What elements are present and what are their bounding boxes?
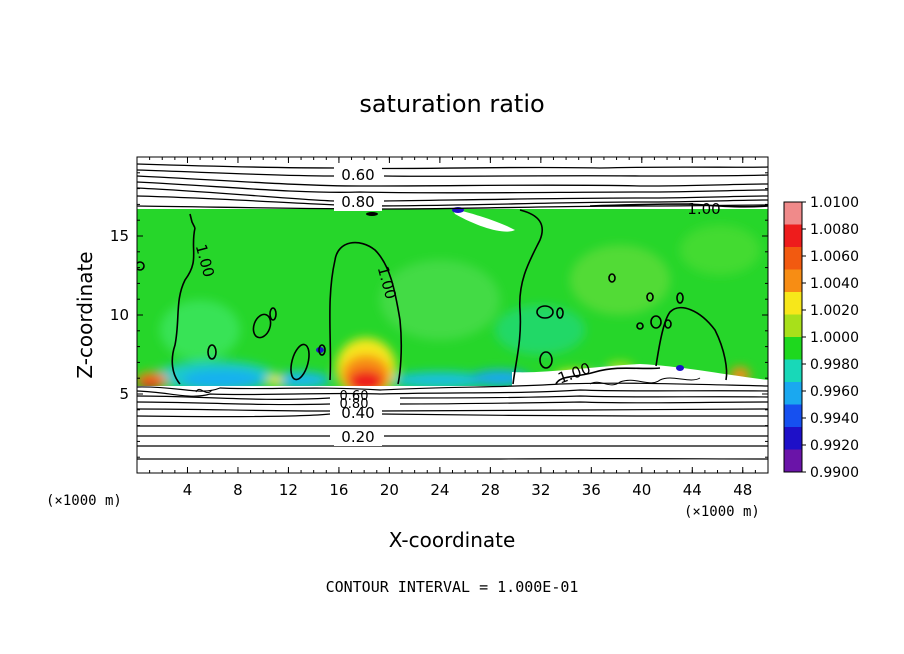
lower-contours — [137, 377, 768, 460]
colorbar-label: 1.0040 — [810, 276, 859, 292]
contour-label-040: 0.40 — [341, 404, 374, 422]
x-tick-label: 36 — [582, 481, 601, 499]
x-unit-left: (×1000 m) — [46, 493, 122, 509]
colorbar-label: 1.0020 — [810, 303, 859, 319]
x-tick-label: 24 — [430, 481, 449, 499]
colorbar-swatch — [784, 202, 802, 225]
y-tick-label: 15 — [110, 227, 129, 245]
colorbar-swatch — [784, 427, 802, 450]
colorbar-swatch — [784, 269, 802, 293]
chart-title: saturation ratio — [359, 90, 544, 118]
x-tick-label: 12 — [279, 481, 298, 499]
colorbar-swatch — [784, 247, 802, 270]
colorbar-swatch — [784, 337, 802, 360]
colorbar-label: 1.0000 — [810, 330, 859, 346]
x-tick-label: 4 — [183, 481, 193, 499]
colorbar-label: 1.0100 — [810, 195, 859, 211]
colorbar-swatch — [784, 292, 802, 315]
contour-label-060-top: 0.60 — [341, 166, 374, 184]
x-tick-label: 16 — [329, 481, 348, 499]
colorbar-label: 0.9960 — [810, 384, 859, 400]
x-axis-title: X-coordinate — [389, 528, 516, 552]
plot-field: 0.60 0.80 1.00 1.00 1.00 1.00 0.40 0.20 … — [137, 157, 768, 473]
colorbar-label: 0.9920 — [810, 438, 859, 454]
upper-contours — [137, 163, 768, 210]
contour-label-080-bottom: 0.80 — [340, 397, 369, 412]
contour-label-100-right: 1.00 — [687, 200, 720, 218]
y-tick-label: 10 — [110, 306, 129, 324]
contour-label-060-bottom: 0.60 — [340, 389, 369, 404]
y-tick-label: 5 — [119, 385, 129, 403]
x-axis: 4 8 12 16 20 24 28 32 36 40 44 48 — [149, 157, 756, 499]
contour-label-080-top: 0.80 — [341, 193, 374, 211]
x-tick-label: 28 — [481, 481, 500, 499]
x-unit-right: (×1000 m) — [684, 504, 760, 520]
colorbar-label: 1.0060 — [810, 249, 859, 265]
contour-label-020: 0.20 — [341, 428, 374, 446]
colorbar-swatch — [784, 404, 802, 428]
colorbar-swatch — [784, 449, 802, 473]
colorbar: 1.0100 1.0080 1.0060 1.0040 1.0020 1.0000 0.99… — [783, 195, 859, 481]
contour-interval-text: CONTOUR INTERVAL = 1.000E-01 — [326, 578, 579, 596]
colorbar-label: 0.9900 — [810, 465, 859, 481]
colorbar-label: 0.9940 — [810, 411, 859, 427]
x-tick-label: 48 — [733, 481, 752, 499]
colorbar-swatch — [784, 224, 802, 248]
y-axis-title: Z-coordinate — [73, 251, 97, 378]
x-tick-label: 40 — [632, 481, 651, 499]
saturation-contours — [137, 203, 768, 385]
x-tick-label: 44 — [683, 481, 702, 499]
colorbar-swatch — [784, 359, 802, 383]
y-axis: 5 10 15 — [110, 172, 768, 458]
x-tick-label: 32 — [531, 481, 550, 499]
contour-labels: 0.60 0.80 1.00 1.00 1.00 1.00 0.40 0.20 … — [192, 166, 721, 446]
colorbar-swatch — [784, 382, 802, 405]
colorbar-swatch — [784, 314, 802, 338]
colorbar-label: 1.0080 — [810, 222, 859, 238]
colorbar-label: 0.9980 — [810, 357, 859, 373]
x-tick-label: 20 — [380, 481, 399, 499]
x-tick-label: 8 — [233, 481, 243, 499]
